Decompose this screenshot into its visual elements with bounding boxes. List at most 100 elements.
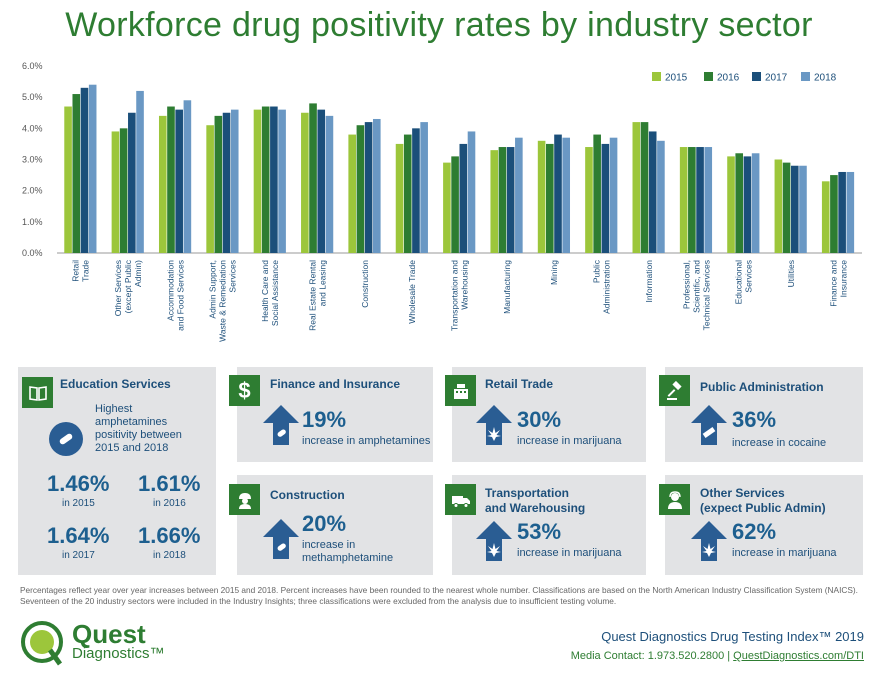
y-tick-label: 3.0% bbox=[22, 155, 43, 165]
media-contact: Media Contact: 1.973.520.2800 | QuestDia… bbox=[571, 650, 864, 662]
category-label: Wholesale Trade bbox=[407, 260, 417, 324]
brand-name: Quest bbox=[72, 619, 146, 649]
bar bbox=[80, 87, 89, 253]
bar bbox=[64, 106, 72, 253]
category-label-line: Scientific, and bbox=[691, 260, 701, 313]
category-label: RetailTrade bbox=[71, 260, 91, 282]
public-card: Public Administration 36% increase in co… bbox=[659, 367, 863, 462]
retail-title: Retail Trade bbox=[485, 377, 554, 391]
bar bbox=[253, 109, 262, 253]
bar bbox=[743, 156, 752, 253]
bar bbox=[490, 150, 499, 253]
category-label-line: Accommodation bbox=[165, 260, 175, 321]
index-title: Quest Diagnostics Drug Testing Index™ 20… bbox=[601, 629, 864, 644]
y-tick-label: 1.0% bbox=[22, 217, 43, 227]
category-label-line: Educational bbox=[734, 260, 744, 305]
stat-year: in 2017 bbox=[62, 550, 95, 561]
category-label: Other Services(except PublicAdmin) bbox=[113, 259, 143, 316]
y-tick-label: 5.0% bbox=[22, 92, 43, 102]
retail-desc: increase in marijuana bbox=[517, 435, 622, 447]
public-desc: increase in cocaine bbox=[732, 437, 827, 449]
category-label: Admin Support,Waste & RemediationService… bbox=[208, 260, 238, 342]
category-label-line: Retail bbox=[71, 260, 81, 282]
bar bbox=[175, 109, 183, 253]
category-label: Construction bbox=[360, 260, 370, 308]
category-label-line: (except Public bbox=[123, 259, 133, 313]
category-label-line: Admin Support, bbox=[208, 260, 218, 319]
bar bbox=[309, 103, 317, 254]
category-label-line: Administration bbox=[602, 260, 612, 314]
y-tick-label: 2.0% bbox=[22, 186, 43, 196]
bar bbox=[158, 115, 167, 253]
cash-register-icon bbox=[445, 375, 476, 406]
legend-label: 2015 bbox=[665, 73, 688, 84]
category-label-line: Utilities bbox=[786, 260, 796, 287]
bar bbox=[782, 162, 791, 253]
bar bbox=[506, 147, 515, 253]
bar bbox=[348, 134, 356, 253]
brand: Quest Diagnostics™ bbox=[72, 619, 165, 662]
construction-desc: increase in bbox=[302, 539, 356, 551]
bar bbox=[128, 112, 136, 253]
increase-arrow-icon bbox=[691, 405, 727, 445]
finance-pct: 19% bbox=[302, 407, 347, 432]
bar bbox=[790, 165, 799, 253]
bar bbox=[727, 156, 735, 253]
category-label: EducationalServices bbox=[734, 260, 754, 305]
bar bbox=[230, 109, 239, 253]
bar bbox=[451, 156, 459, 253]
category-label-line: Public bbox=[592, 259, 602, 283]
category-label-line: Construction bbox=[360, 260, 370, 308]
bar bbox=[679, 147, 688, 253]
bar-chart: 0.0% 1.0% 2.0% 3.0% 4.0% 5.0% 6.0% RetailTrade O… bbox=[22, 61, 862, 342]
bar bbox=[609, 137, 618, 253]
stat-year: in 2016 bbox=[153, 498, 186, 509]
bar bbox=[317, 109, 326, 253]
bar bbox=[395, 143, 404, 253]
bar bbox=[261, 106, 270, 253]
bar bbox=[214, 115, 223, 253]
public-pct: 36% bbox=[732, 407, 777, 432]
bar bbox=[119, 128, 128, 253]
transport-desc: increase in marijuana bbox=[517, 547, 622, 559]
bar bbox=[846, 171, 855, 253]
category-label: Professional,Scientific, andTechnical Se… bbox=[681, 260, 711, 331]
category-label-line: Admin) bbox=[133, 260, 143, 287]
bar bbox=[515, 137, 523, 253]
transport-title: Transportation bbox=[485, 486, 570, 500]
increase-arrow-icon bbox=[691, 521, 727, 561]
category-label: PublicAdministration bbox=[592, 259, 612, 314]
contact-label: Media Contact: 1.973.520.2800 | bbox=[570, 650, 731, 662]
category-label-line: and Food Services bbox=[175, 260, 185, 331]
bar bbox=[412, 128, 420, 253]
bar bbox=[821, 181, 830, 253]
bar bbox=[632, 122, 641, 253]
category-label-line: Warehousing bbox=[460, 260, 470, 310]
worker-icon bbox=[229, 484, 260, 515]
bar bbox=[735, 153, 744, 253]
bar bbox=[688, 147, 696, 253]
bar bbox=[657, 140, 665, 253]
bar bbox=[799, 165, 807, 253]
category-label: Transportation andWarehousing bbox=[450, 260, 470, 331]
increase-arrow-icon bbox=[263, 405, 299, 445]
bar bbox=[838, 171, 846, 253]
construction-card: Construction 20% increase in methampheta… bbox=[229, 475, 433, 575]
education-card: Education Services Highest amphetamines … bbox=[18, 367, 216, 575]
legend-swatch bbox=[704, 72, 713, 81]
increase-arrow-icon bbox=[476, 405, 512, 445]
category-label-line: Information bbox=[644, 260, 654, 303]
bar bbox=[372, 118, 381, 253]
category-label-line: Manufacturing bbox=[502, 260, 512, 314]
bar bbox=[443, 162, 451, 253]
bar bbox=[830, 175, 838, 253]
legend-label: 2016 bbox=[717, 73, 740, 84]
category-label-line: Other Services bbox=[113, 260, 123, 316]
construction-title: Construction bbox=[270, 488, 345, 502]
dti-link[interactable]: QuestDiagnostics.com/DTI bbox=[733, 650, 864, 662]
category-label-line: Real Estate Rental bbox=[307, 260, 317, 331]
bar bbox=[301, 112, 309, 253]
legend-swatch bbox=[752, 72, 761, 81]
gavel-icon bbox=[659, 375, 690, 406]
retail-card: Retail Trade 30% increase in marijuana bbox=[445, 367, 646, 462]
